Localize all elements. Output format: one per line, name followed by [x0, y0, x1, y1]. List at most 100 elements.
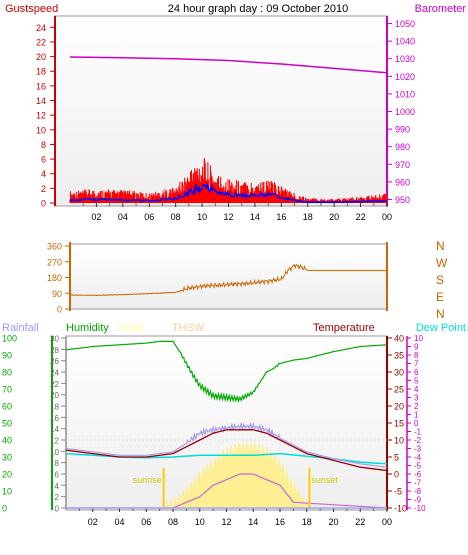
- gust-tick-label: 14: [36, 96, 46, 106]
- temperature-series: [65, 429, 388, 472]
- dewpoint-tick-label: -10: [414, 504, 426, 513]
- rainfall-tick-label: 16: [50, 414, 59, 423]
- barometer-tick-label: 1000: [395, 107, 415, 117]
- barometer-tick-label: 970: [395, 160, 410, 170]
- temperature-tick-label: -10: [394, 504, 407, 514]
- rainfall-tick-label: 2: [55, 493, 60, 502]
- gust-tick-label: 22: [36, 37, 46, 47]
- barometer-tick-label: 980: [395, 142, 410, 152]
- temperature-tick-label: 5: [394, 453, 399, 463]
- humidity-tick-label: 50: [2, 419, 12, 429]
- dewpoint-tick-label: -9: [414, 496, 422, 505]
- rainfall-tick-label: 6: [55, 471, 60, 480]
- barometer-tick-label: 1020: [395, 72, 415, 82]
- humidity-tick-label: 90: [2, 351, 12, 361]
- legend-solar: Solar: [118, 322, 144, 334]
- direction-tick-label: 90: [52, 289, 62, 299]
- rainfall-tick-label: 0: [55, 505, 60, 514]
- climate-hour-label: 10: [195, 517, 205, 527]
- dewpoint-tick-label: -6: [414, 470, 422, 479]
- rainfall-tick-label: 30: [50, 335, 59, 344]
- gust-tick-label: 20: [36, 52, 46, 62]
- sunset-label: sunset: [311, 475, 338, 485]
- wind-hour-label: 22: [356, 212, 366, 222]
- barometer-label: Barometer: [415, 3, 467, 15]
- dewpoint-tick-label: -4: [414, 453, 422, 462]
- gust-tick-label: 6: [41, 155, 46, 165]
- humidity-tick-label: 0: [2, 504, 7, 514]
- barometer-tick-label: 1030: [395, 54, 415, 64]
- rainfall-tick-label: 22: [50, 380, 59, 389]
- wind-hour-label: 12: [223, 212, 233, 222]
- legend-temperature: Temperature: [313, 322, 375, 334]
- climate-hour-label: 08: [168, 517, 178, 527]
- gustspeed-label: Gustspeed: [5, 3, 58, 15]
- wind-direction-series: [69, 263, 388, 297]
- dewpoint-tick-label: 3: [414, 394, 419, 403]
- climate-hour-label: 20: [328, 517, 338, 527]
- rainfall-tick-label: 4: [55, 482, 60, 491]
- temperature-tick-label: 35: [394, 351, 404, 361]
- temperature-tick-label: 40: [394, 334, 404, 344]
- compass-label: N: [436, 307, 445, 321]
- climate-hour-label: 18: [302, 517, 312, 527]
- legend-thsw: THSW: [172, 322, 205, 334]
- humidity-tick-label: 100: [2, 334, 17, 344]
- gust-tick-label: 12: [36, 111, 46, 121]
- rainfall-tick-label: 28: [50, 346, 59, 355]
- dewpoint-tick-label: -2: [414, 436, 422, 445]
- humidity-series: [65, 340, 388, 404]
- gust-tick-label: 8: [41, 140, 46, 150]
- wind-hour-label: 10: [197, 212, 207, 222]
- barometer-tick-label: 1010: [395, 89, 415, 99]
- direction-tick-label: 270: [47, 257, 62, 267]
- compass-label: S: [436, 273, 444, 287]
- climate-hour-label: 06: [141, 517, 151, 527]
- legend-humidity: Humidity: [66, 322, 109, 334]
- dewpoint-tick-label: 1: [414, 411, 419, 420]
- climate-hour-label: 14: [248, 517, 258, 527]
- temperature-tick-label: 30: [394, 368, 404, 378]
- dewpoint-tick-label: -8: [414, 487, 422, 496]
- compass-label: W: [436, 256, 448, 270]
- gust-tick-label: 10: [36, 125, 46, 135]
- humidity-tick-label: 60: [2, 402, 12, 412]
- dewpoint-tick-label: 6: [414, 368, 419, 377]
- wind-hour-label: 08: [171, 212, 181, 222]
- wind-hour-label: 04: [118, 212, 128, 222]
- wind-hour-label: 18: [303, 212, 313, 222]
- wind-panel: [54, 15, 388, 207]
- wind-hour-label: 00: [382, 212, 392, 222]
- temperature-tick-label: 20: [394, 402, 404, 412]
- sunrise-label: sunrise: [133, 475, 162, 485]
- wind-hour-label: 06: [144, 212, 154, 222]
- rainfall-tick-label: 24: [50, 369, 59, 378]
- barometer-tick-label: 1040: [395, 37, 415, 47]
- legend-dew-point: Dew Point: [416, 322, 466, 334]
- windspeed-series: [69, 183, 388, 204]
- wind-hour-label: 02: [91, 212, 101, 222]
- dewpoint-tick-label: 2: [414, 402, 419, 411]
- dewpoint-tick-label: -7: [414, 479, 422, 488]
- dewpoint-tick-label: 8: [414, 351, 419, 360]
- rainfall-tick-label: 8: [55, 459, 60, 468]
- dewpoint-tick-label: 10: [414, 334, 423, 343]
- legend-rainfall: Rainfall: [2, 322, 39, 334]
- humidity-tick-label: 30: [2, 453, 12, 463]
- wind-hour-label: 20: [329, 212, 339, 222]
- dewpoint-tick-label: -1: [414, 428, 422, 437]
- direction-tick-label: 180: [47, 273, 62, 283]
- climate-hour-label: 16: [275, 517, 285, 527]
- climate-hour-label: 02: [88, 517, 98, 527]
- climate-hour-label: 12: [221, 517, 231, 527]
- wind-hour-label: 16: [276, 212, 286, 222]
- humidity-tick-label: 70: [2, 385, 12, 395]
- barometer-tick-label: 960: [395, 177, 410, 187]
- climate-chart: 0102030405060708090100024681012141618202…: [2, 334, 426, 528]
- humidity-tick-label: 40: [2, 436, 12, 446]
- dewpoint-tick-label: 9: [414, 343, 419, 352]
- gust-tick-label: 24: [36, 23, 46, 33]
- temperature-tick-label: 15: [394, 419, 404, 429]
